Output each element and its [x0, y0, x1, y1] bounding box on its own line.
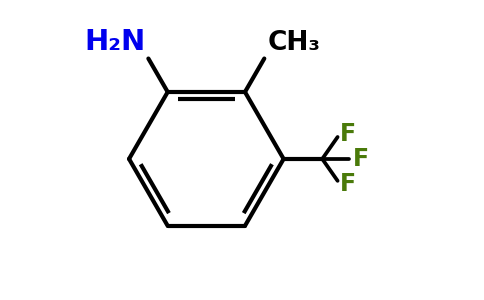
Text: H₂N: H₂N — [84, 28, 145, 56]
Text: F: F — [340, 122, 356, 146]
Text: CH₃: CH₃ — [267, 30, 320, 56]
Text: F: F — [340, 172, 356, 196]
Text: F: F — [352, 147, 369, 171]
